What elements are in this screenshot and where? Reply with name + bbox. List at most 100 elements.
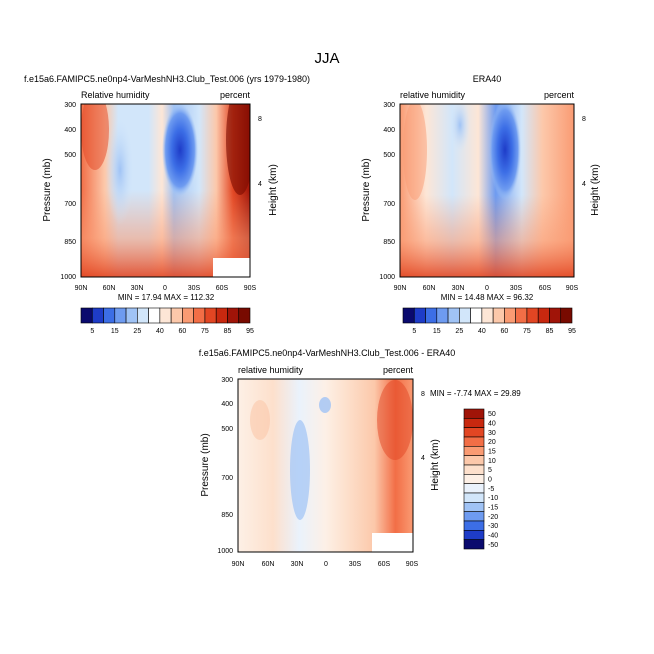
x-tick: 60N bbox=[262, 561, 275, 568]
y-tick-labels: 300 400 500 700 850 1000 bbox=[60, 102, 76, 281]
x-tick: 60S bbox=[216, 285, 229, 292]
y-tick: 1000 bbox=[217, 548, 233, 555]
x-tick: 60S bbox=[539, 285, 552, 292]
x-tick: 90S bbox=[406, 561, 419, 568]
plot-frame bbox=[399, 103, 575, 278]
y-tick-labels: 300 400 500 700 850 1000 bbox=[379, 102, 395, 281]
colorbar: 5 15 25 40 60 75 85 95 bbox=[80, 307, 254, 335]
panel-right-label: percent bbox=[220, 90, 251, 100]
colorbar-label: -15 bbox=[488, 505, 498, 512]
contour-field bbox=[400, 104, 574, 277]
colorbar-swatch bbox=[537, 307, 550, 324]
colorbar-swatch bbox=[413, 307, 426, 324]
colorbar-label: 0 bbox=[488, 477, 492, 484]
colorbar-swatch bbox=[481, 307, 494, 324]
height-tick: 4 bbox=[421, 455, 425, 462]
x-tick: 90N bbox=[75, 285, 88, 292]
y-axis-label: Pressure (mb) bbox=[361, 158, 372, 221]
colorbar-label: -10 bbox=[488, 495, 498, 502]
panel-left-label: relative humidity bbox=[238, 365, 304, 375]
panel-title: f.e15a6.FAMIPC5.ne0np4-VarMeshNH3.Club_T… bbox=[24, 74, 310, 84]
colorbar-swatch bbox=[103, 307, 116, 324]
colorbar-swatch bbox=[137, 307, 149, 324]
contour-field bbox=[238, 379, 413, 552]
height-tick: 8 bbox=[582, 116, 586, 123]
panel-left-label: relative humidity bbox=[400, 90, 466, 100]
x-tick-labels: 90N 60N 30N 0 30S 60S 90S bbox=[75, 285, 257, 292]
x-tick: 0 bbox=[485, 285, 489, 292]
colorbar-label: 25 bbox=[455, 328, 463, 335]
x-tick: 30S bbox=[349, 561, 362, 568]
panel-difference: f.e15a6.FAMIPC5.ne0np4-VarMeshNH3.Club_T… bbox=[199, 348, 522, 568]
colorbar-swatch bbox=[193, 307, 206, 324]
colorbar-label: 40 bbox=[156, 328, 164, 335]
colorbar-label: 95 bbox=[568, 328, 576, 335]
colorbar-label: 30 bbox=[488, 430, 496, 437]
colorbar-swatch bbox=[463, 464, 485, 475]
colorbar-swatch bbox=[182, 307, 194, 324]
colorbar-label: 95 bbox=[246, 328, 254, 335]
x-tick: 60S bbox=[378, 561, 391, 568]
colorbar-swatch bbox=[463, 539, 485, 550]
colorbar-swatch bbox=[238, 307, 251, 324]
panel-right-label: percent bbox=[544, 90, 575, 100]
colorbar-label: 10 bbox=[488, 458, 496, 465]
x-tick: 0 bbox=[163, 285, 167, 292]
colorbar-swatch bbox=[125, 307, 138, 324]
y-tick-labels: 300 400 500 700 850 1000 bbox=[217, 377, 233, 555]
colorbar-label: 40 bbox=[478, 328, 486, 335]
colorbar-swatch bbox=[463, 446, 485, 456]
height-tick: 4 bbox=[582, 181, 586, 188]
colorbar-label: -20 bbox=[488, 514, 498, 521]
colorbar-label: 50 bbox=[488, 411, 496, 418]
colorbar-swatch bbox=[425, 307, 438, 324]
y-axis-right-label: Height (km) bbox=[430, 439, 441, 491]
figure-title: JJA bbox=[314, 50, 339, 67]
colorbar-label: 75 bbox=[201, 328, 209, 335]
colorbar-swatch bbox=[215, 307, 228, 324]
x-tick: 90N bbox=[394, 285, 407, 292]
y-axis-right-label: Height (km) bbox=[590, 164, 601, 216]
colorbar-label: 5 bbox=[412, 328, 416, 335]
colorbar-swatch bbox=[492, 307, 505, 324]
x-tick: 30N bbox=[131, 285, 144, 292]
y-tick: 400 bbox=[221, 401, 233, 408]
x-tick: 30S bbox=[510, 285, 523, 292]
y-tick: 850 bbox=[221, 512, 233, 519]
colorbar-label: 85 bbox=[546, 328, 554, 335]
panel-right-label: percent bbox=[383, 365, 414, 375]
colorbar-swatch bbox=[463, 530, 485, 540]
plot-frame bbox=[237, 378, 414, 553]
x-tick: 0 bbox=[324, 561, 328, 568]
colorbar-label: -30 bbox=[488, 523, 498, 530]
x-tick: 90S bbox=[244, 285, 257, 292]
colorbar-label: 75 bbox=[523, 328, 531, 335]
y-tick: 850 bbox=[383, 239, 395, 246]
colorbar-label: 25 bbox=[133, 328, 141, 335]
panel-left-label: Relative humidity bbox=[81, 90, 150, 100]
y-tick: 1000 bbox=[60, 274, 76, 281]
colorbar-label: -5 bbox=[488, 486, 494, 493]
panel-era40: ERA40 relative humidity percent Pressure… bbox=[361, 74, 601, 335]
x-tick: 30N bbox=[291, 561, 304, 568]
colorbar-swatch bbox=[447, 307, 460, 324]
colorbar-label: 60 bbox=[501, 328, 509, 335]
colorbar-label: 40 bbox=[488, 421, 496, 428]
colorbar-swatch bbox=[463, 520, 485, 531]
height-tick: 8 bbox=[421, 391, 425, 398]
panel-model: f.e15a6.FAMIPC5.ne0np4-VarMeshNH3.Club_T… bbox=[24, 74, 310, 335]
y-tick: 300 bbox=[64, 102, 76, 109]
colorbar-label: 5 bbox=[488, 467, 492, 474]
y-axis-right-label: Height (km) bbox=[268, 164, 279, 216]
y-tick: 400 bbox=[383, 127, 395, 134]
y-axis-label: Pressure (mb) bbox=[42, 158, 53, 221]
panel-title: f.e15a6.FAMIPC5.ne0np4-VarMeshNH3.Club_T… bbox=[199, 348, 455, 358]
x-tick: 30N bbox=[452, 285, 465, 292]
y-tick: 1000 bbox=[379, 274, 395, 281]
colorbar-swatch bbox=[91, 307, 104, 324]
x-tick-labels: 90N 60N 30N 0 30S 60S 90S bbox=[394, 285, 579, 292]
colorbar-swatch bbox=[463, 455, 485, 466]
colorbar-label: -40 bbox=[488, 533, 498, 540]
height-tick: 8 bbox=[258, 116, 262, 123]
